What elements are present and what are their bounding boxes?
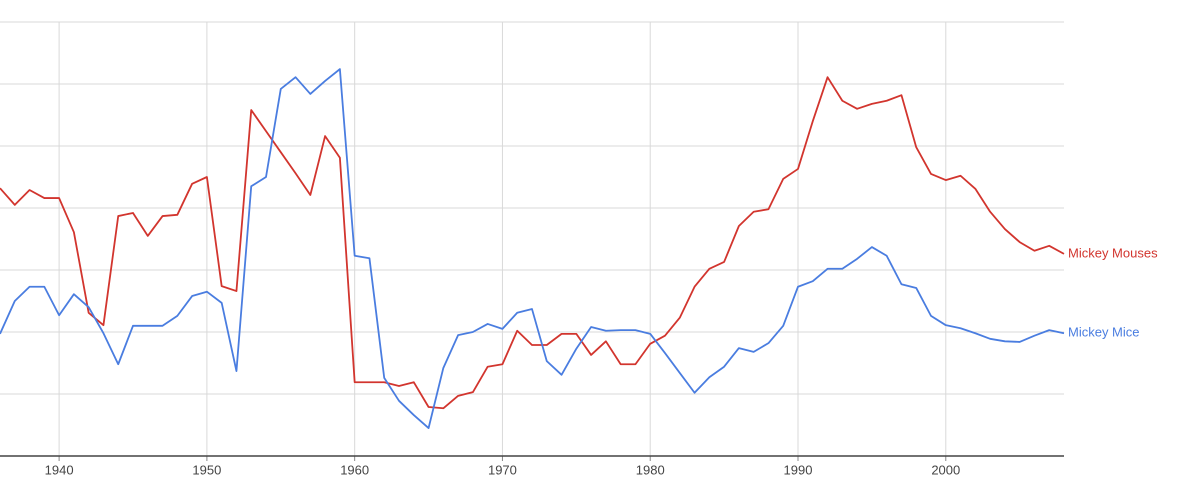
x-tick-label: 1980 [636,462,665,477]
series-line [0,68,1065,429]
x-tick-label: 2000 [931,462,960,477]
series-line [0,76,1065,410]
x-tick-label: 1940 [45,462,74,477]
x-tick-label: 1950 [192,462,221,477]
legend-label: Mickey Mouses [1068,245,1158,260]
x-tick-label: 1960 [340,462,369,477]
x-tick-label: 1970 [488,462,517,477]
x-tick-label: 1990 [784,462,813,477]
legend-label: Mickey Mice [1068,325,1140,340]
